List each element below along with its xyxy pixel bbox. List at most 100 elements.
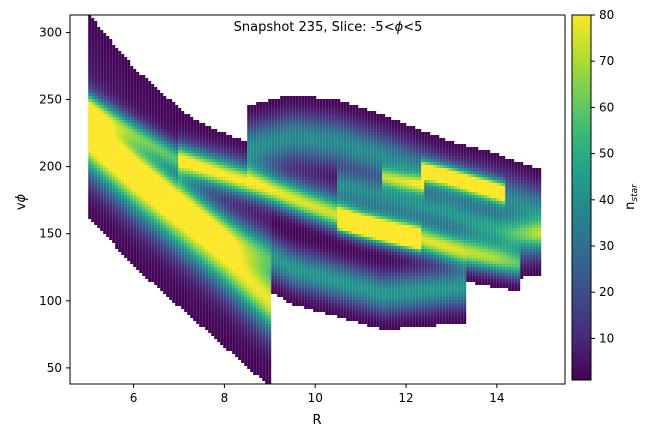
density-cell <box>181 276 185 279</box>
density-cell <box>286 102 290 105</box>
density-cell <box>91 42 95 45</box>
density-cell <box>220 315 224 318</box>
density-cell <box>175 267 179 270</box>
density-cell <box>211 276 215 279</box>
density-cell <box>250 234 254 237</box>
density-cell <box>166 225 170 228</box>
density-cell <box>91 99 95 102</box>
density-cell <box>193 201 197 204</box>
density-cell <box>223 201 227 204</box>
density-cell <box>97 87 101 90</box>
density-cell <box>115 174 119 177</box>
density-cell <box>178 156 182 159</box>
density-cell <box>295 120 299 123</box>
density-cell <box>244 204 248 207</box>
density-cell <box>250 222 254 225</box>
density-cell <box>127 183 131 186</box>
density-cell <box>265 273 269 276</box>
density-cell <box>232 147 236 150</box>
density-cell <box>130 111 134 114</box>
density-cell <box>142 171 146 174</box>
density-cell <box>160 126 164 129</box>
density-cell <box>247 192 251 195</box>
density-cell <box>271 276 275 279</box>
density-cell <box>151 129 155 132</box>
density-cell <box>241 270 245 273</box>
density-cell <box>205 150 209 153</box>
density-cell <box>106 117 110 120</box>
density-cell <box>148 222 152 225</box>
density-cell <box>118 210 122 213</box>
density-cell <box>229 216 233 219</box>
density-cell <box>235 270 239 273</box>
density-cell <box>124 168 128 171</box>
density-cell <box>148 159 152 162</box>
density-cell <box>259 285 263 288</box>
density-cell <box>118 108 122 111</box>
density-cell <box>265 165 269 168</box>
density-cell <box>205 309 209 312</box>
density-cell <box>223 231 227 234</box>
density-cell <box>172 141 176 144</box>
density-cell <box>235 138 239 141</box>
density-cell <box>178 300 182 303</box>
density-cell <box>277 225 281 228</box>
density-cell <box>133 240 137 243</box>
density-cell <box>256 327 260 330</box>
density-cell <box>259 129 263 132</box>
density-cell <box>193 300 197 303</box>
density-cell <box>142 183 146 186</box>
density-cell <box>268 222 272 225</box>
density-cell <box>274 285 278 288</box>
density-cell <box>268 246 272 249</box>
density-cell <box>139 153 143 156</box>
density-cell <box>262 327 266 330</box>
density-cell <box>139 225 143 228</box>
density-cell <box>178 165 182 168</box>
density-cell <box>295 294 299 297</box>
density-cell <box>205 168 209 171</box>
density-cell <box>295 132 299 135</box>
density-cell <box>220 297 224 300</box>
density-cell <box>244 273 248 276</box>
density-cell <box>217 258 221 261</box>
density-cell <box>220 261 224 264</box>
density-cell <box>187 204 191 207</box>
density-cell <box>199 240 203 243</box>
density-cell <box>142 228 146 231</box>
density-cell <box>196 156 200 159</box>
density-cell <box>121 153 125 156</box>
density-cell <box>280 213 284 216</box>
density-cell <box>145 198 149 201</box>
density-cell <box>142 93 146 96</box>
density-cell <box>286 111 290 114</box>
density-cell <box>109 189 113 192</box>
density-cell <box>166 165 170 168</box>
density-cell <box>241 294 245 297</box>
density-cell <box>106 69 110 72</box>
density-cell <box>238 327 242 330</box>
density-cell <box>202 309 206 312</box>
density-cell <box>124 69 128 72</box>
density-cell <box>253 321 257 324</box>
density-cell <box>175 282 179 285</box>
density-cell <box>286 105 290 108</box>
density-cell <box>94 45 98 48</box>
density-cell <box>292 270 296 273</box>
density-cell <box>139 108 143 111</box>
density-cell <box>175 198 179 201</box>
density-cell <box>184 219 188 222</box>
density-cell <box>175 243 179 246</box>
density-cell <box>265 288 269 291</box>
density-cell <box>274 144 278 147</box>
density-cell <box>214 309 218 312</box>
density-cell <box>91 135 95 138</box>
density-cell <box>265 348 269 351</box>
density-cell <box>247 138 251 141</box>
density-cell <box>253 162 257 165</box>
density-cell <box>256 153 260 156</box>
density-cell <box>181 297 185 300</box>
density-cell <box>223 141 227 144</box>
density-cell <box>136 156 140 159</box>
density-cell <box>103 36 107 39</box>
